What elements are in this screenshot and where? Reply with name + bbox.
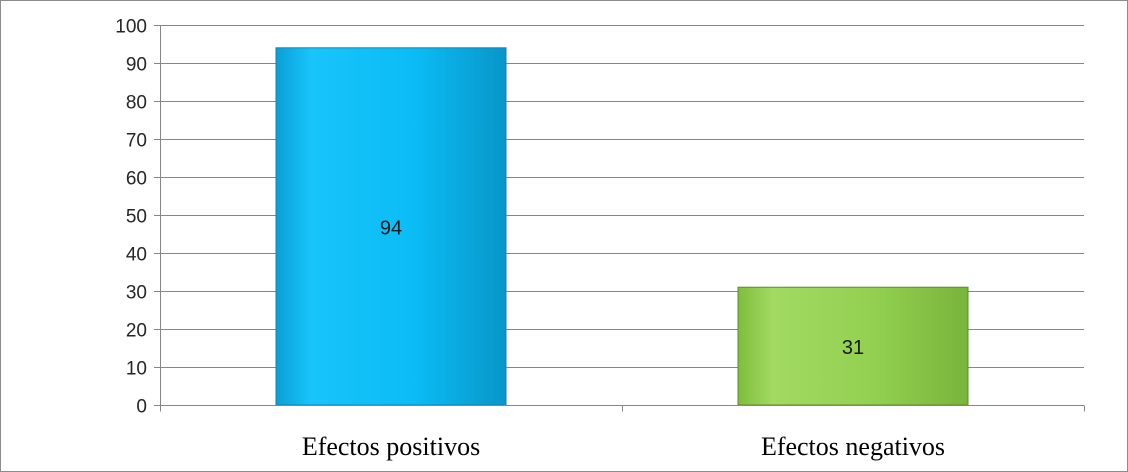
- axes: [154, 25, 1085, 412]
- y-tick-label-60: 60: [126, 169, 147, 190]
- labels: 0 10 20 30 40 50 60 70 80 90 100 94 Efectos positivo…: [115, 17, 945, 462]
- y-tick-label-30: 30: [126, 283, 147, 304]
- y-tick-label-80: 80: [126, 93, 147, 114]
- bar-0: [275, 47, 507, 406]
- y-tick-label-10: 10: [126, 359, 147, 380]
- y-tick-label-100: 100: [115, 17, 147, 38]
- data-label-1: 31: [842, 337, 864, 359]
- y-tick-label-40: 40: [126, 245, 147, 266]
- x-category-label-1: Efectos negativos: [761, 432, 945, 461]
- y-tick-label-70: 70: [126, 131, 147, 152]
- y-tick-label-0: 0: [136, 397, 147, 418]
- y-tick-label-90: 90: [126, 55, 147, 76]
- y-tick-label-20: 20: [126, 321, 147, 342]
- y-tick-label-50: 50: [126, 207, 147, 228]
- x-category-label-0: Efectos positivos: [302, 432, 480, 461]
- data-label-0: 94: [380, 217, 402, 239]
